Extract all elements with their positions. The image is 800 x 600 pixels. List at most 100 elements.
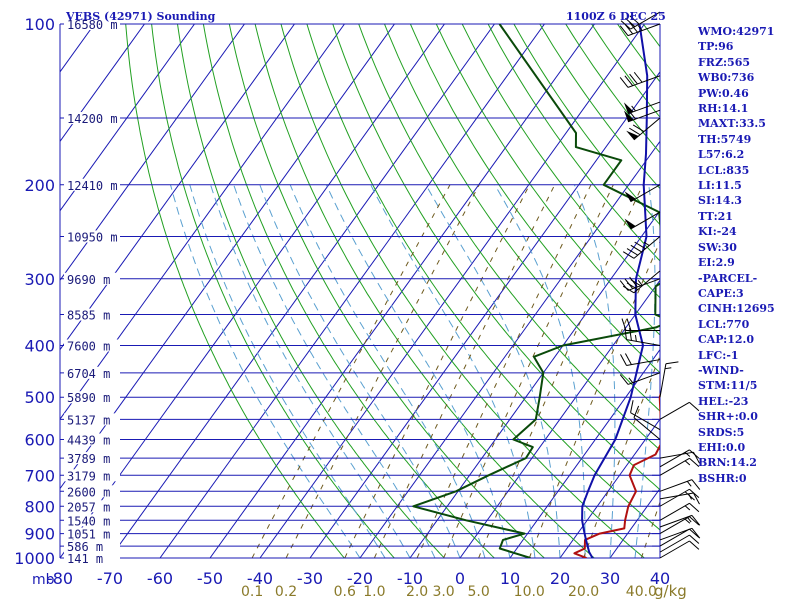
moist-adiabat-line <box>259 184 461 558</box>
height-label-bg <box>64 527 120 540</box>
mixing-ratio-tick-label: 0.1 <box>241 584 263 600</box>
wind-barb-shaft <box>627 75 661 88</box>
sounding-param: TP:96 <box>698 40 734 54</box>
wind-barb <box>659 401 700 420</box>
wind-barb-shaft <box>659 527 693 541</box>
wind-barb <box>630 400 661 431</box>
wind-barb-tick <box>622 251 635 259</box>
height-label: 10950 m <box>67 230 118 244</box>
wind-barb-shaft <box>633 270 661 294</box>
height-label-bg <box>64 339 120 352</box>
wind-barb-tick <box>665 361 679 365</box>
wind-barb-tick <box>689 502 700 513</box>
height-label-bg <box>64 272 120 285</box>
pressure-tick-label: 700 <box>24 466 55 485</box>
temperature-tick-label: 10 <box>500 569 520 588</box>
wind-barbs <box>619 11 701 559</box>
isotherm-line <box>109 24 495 558</box>
wind-barb-shaft <box>627 372 661 385</box>
moist-adiabats <box>170 184 656 558</box>
wind-barb <box>622 270 661 294</box>
height-label-bg <box>64 552 120 564</box>
wind-barb-shaft <box>659 516 690 534</box>
wind-barb-tick <box>624 327 628 340</box>
wind-barb-tick <box>620 20 631 30</box>
wind-barb-tick <box>629 73 638 85</box>
pressure-tick-label: 800 <box>24 497 55 516</box>
wind-barb <box>620 353 661 366</box>
wind-barb-half <box>643 241 650 246</box>
height-label-bg <box>64 433 120 446</box>
temperature-tick-label: 20 <box>550 569 570 588</box>
height-label: 141 m <box>67 552 103 566</box>
wind-barb-flag <box>623 110 634 122</box>
sounding-param: -PARCEL- <box>698 271 758 285</box>
mixing-ratio-tick-label: 0.6 <box>334 584 356 600</box>
wind-barb-tick <box>691 527 701 539</box>
dry-adiabat-line <box>383 24 660 412</box>
dry-adiabat-line <box>228 24 546 558</box>
sounding-param: LI:11.5 <box>698 179 742 193</box>
wind-barb-tick <box>624 353 632 365</box>
height-label: 16580 m <box>67 18 118 32</box>
wind-barb-shaft <box>659 492 694 500</box>
height-label-bg <box>64 413 120 426</box>
wind-barb-half <box>637 280 643 286</box>
height-label: 9690 m <box>67 273 110 287</box>
height-label: 5137 m <box>67 413 110 427</box>
height-label: 5890 m <box>67 391 110 405</box>
wind-barb-half <box>628 377 634 384</box>
temperature-line <box>573 392 660 558</box>
sounding-traces <box>412 24 660 558</box>
height-label: 1540 m <box>67 514 110 528</box>
temperature-tick-labels: -80 -70 -60 -50 -40 -30 -20 -10 0 10 20 30 40 <box>47 569 670 588</box>
wind-barb-half <box>686 516 692 523</box>
sounding-param: SHR+:0.0 <box>698 410 758 424</box>
wind-barb-tick <box>621 318 627 331</box>
pressure-tick-label: 500 <box>24 388 55 407</box>
dewpoint-line <box>412 24 660 558</box>
isotherm-line <box>409 209 660 558</box>
wind-barb-half <box>664 367 672 370</box>
sounding-param: BRN:14.2 <box>698 456 757 470</box>
wind-barb-tick <box>619 374 629 385</box>
wind-barb-tick <box>633 405 640 418</box>
chart-title: VEBS (42971) Sounding <box>65 10 216 23</box>
sounding-param: TT:21 <box>698 209 733 223</box>
wind-barb-tick <box>629 127 641 136</box>
wind-barb-tick <box>689 401 700 412</box>
height-label-bg <box>64 178 120 191</box>
wind-barb <box>659 451 700 464</box>
wind-barb-shaft <box>630 412 661 431</box>
sounding-param: CAPE:3 <box>698 286 744 300</box>
sounding-param: STM:11/5 <box>698 379 758 393</box>
height-label-bg <box>64 391 120 404</box>
wind-barb-tick <box>619 77 629 88</box>
wind-barb-shaft <box>659 363 667 398</box>
wind-barb-tick <box>625 17 636 27</box>
height-label-bg <box>64 452 120 465</box>
mixing-ratio-tick-label: 3.0 <box>432 584 454 600</box>
height-label: 12410 m <box>67 179 118 193</box>
pressure-tick-label: 400 <box>24 337 55 356</box>
isotherm-line <box>60 24 445 558</box>
wind-barb-flag <box>624 218 636 230</box>
sounding-param: FRZ:565 <box>698 55 751 69</box>
wind-barb <box>624 184 661 203</box>
wind-barb-shaft <box>659 457 690 476</box>
moist-adiabat-line <box>189 184 386 558</box>
dry-adiabat-line <box>306 24 660 531</box>
wind-barb-flag <box>624 191 636 202</box>
height-label-bg <box>64 112 120 125</box>
height-label: 4439 m <box>67 434 110 448</box>
wind-barb <box>621 318 660 332</box>
dry-adiabat-line <box>176 24 445 558</box>
wind-barb-tick <box>691 479 701 490</box>
wind-barb <box>659 528 700 547</box>
wind-barb-half <box>684 460 691 466</box>
wind-barb-tick <box>689 540 700 550</box>
temperature-tick-label: -40 <box>247 569 273 588</box>
wind-barb-shaft <box>627 101 661 115</box>
